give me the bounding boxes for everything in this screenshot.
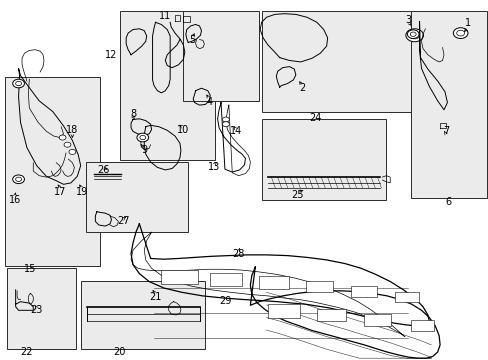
Circle shape — [456, 30, 464, 36]
Bar — [259, 276, 288, 289]
Bar — [316, 309, 346, 321]
Text: 5: 5 — [189, 35, 195, 45]
Text: 18: 18 — [66, 125, 79, 135]
Text: 14: 14 — [229, 126, 242, 136]
Bar — [120, 11, 215, 160]
Circle shape — [64, 142, 71, 147]
Text: 11: 11 — [159, 11, 171, 21]
Text: 28: 28 — [232, 249, 244, 259]
Bar — [183, 11, 259, 101]
Circle shape — [452, 28, 467, 39]
Bar — [261, 11, 417, 112]
Text: 1: 1 — [465, 18, 470, 28]
Circle shape — [16, 81, 21, 86]
Text: 20: 20 — [113, 347, 126, 357]
Bar — [410, 11, 486, 198]
Text: 12: 12 — [105, 50, 118, 60]
Text: 29: 29 — [219, 296, 232, 306]
Circle shape — [59, 135, 66, 140]
Text: 25: 25 — [290, 190, 303, 200]
Text: 9: 9 — [141, 145, 147, 156]
Text: 4: 4 — [206, 96, 212, 107]
Circle shape — [222, 117, 229, 122]
Bar — [364, 314, 390, 326]
Circle shape — [409, 32, 419, 39]
Bar — [5, 77, 100, 266]
Bar — [81, 281, 205, 349]
Text: 19: 19 — [76, 186, 88, 197]
Bar — [394, 292, 418, 302]
Text: 8: 8 — [130, 109, 136, 119]
Bar — [350, 286, 376, 297]
Text: 23: 23 — [30, 305, 43, 315]
Text: 2: 2 — [299, 83, 305, 93]
Circle shape — [137, 133, 148, 142]
Bar — [261, 119, 386, 200]
Text: 27: 27 — [117, 216, 129, 226]
Circle shape — [405, 29, 423, 42]
Text: 26: 26 — [97, 165, 110, 175]
Circle shape — [13, 175, 24, 184]
Text: 22: 22 — [20, 347, 33, 357]
Circle shape — [407, 30, 418, 39]
Bar — [267, 304, 299, 318]
Text: 13: 13 — [207, 162, 220, 172]
Circle shape — [222, 122, 229, 127]
Text: 7: 7 — [442, 126, 448, 136]
Bar — [410, 320, 433, 331]
Circle shape — [69, 149, 76, 154]
Text: 16: 16 — [8, 195, 21, 205]
Text: 3: 3 — [405, 15, 411, 25]
Bar — [210, 273, 242, 286]
Text: 17: 17 — [54, 186, 67, 197]
Circle shape — [409, 32, 415, 36]
Circle shape — [16, 177, 21, 181]
Text: 6: 6 — [445, 197, 451, 207]
Bar — [161, 270, 198, 284]
Bar — [7, 268, 76, 349]
Text: 10: 10 — [177, 125, 189, 135]
Text: 24: 24 — [309, 113, 322, 123]
Circle shape — [140, 135, 145, 140]
Bar — [305, 281, 332, 292]
Text: 15: 15 — [24, 264, 37, 274]
Text: 21: 21 — [149, 292, 162, 302]
Circle shape — [13, 79, 24, 88]
Bar — [85, 162, 188, 232]
